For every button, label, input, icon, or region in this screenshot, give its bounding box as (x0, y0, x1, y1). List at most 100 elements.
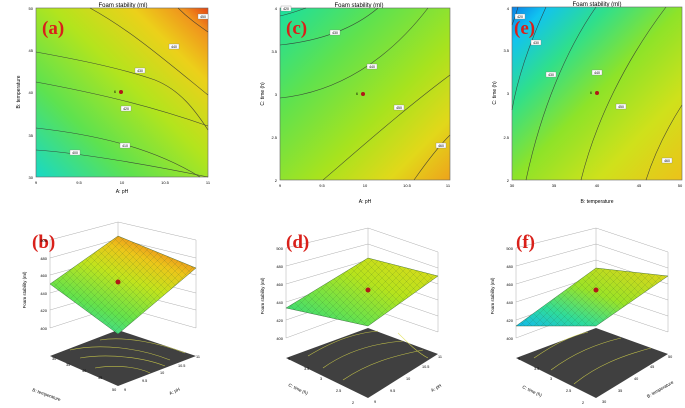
design-point (365, 287, 371, 293)
floor-projection (50, 330, 196, 386)
floor-contour (342, 349, 424, 381)
surface-mesh (516, 268, 668, 326)
design-point (595, 91, 599, 95)
design-point (115, 279, 121, 285)
z-tick-label: 500 (40, 238, 47, 243)
y-tick-label: 3 (507, 91, 510, 96)
z-tick-label: 420 (506, 318, 513, 323)
contour-label: 440 (171, 45, 177, 49)
y-tick-label: 45 (650, 365, 654, 369)
x-axis-label: C: time (h) (522, 384, 544, 398)
panel-label: (a) (42, 18, 64, 39)
x-axis-label: C: time (h) (288, 382, 310, 396)
floor-contour (69, 346, 171, 361)
z-tick-label: 460 (276, 282, 283, 287)
panel-label: (f) (516, 232, 535, 253)
x-tick-label: 9.5 (76, 180, 82, 185)
box-grid (515, 243, 669, 321)
y-tick-label: 35 (29, 133, 34, 138)
contour-label: 420 (517, 15, 523, 19)
y-tick-label: 40 (634, 377, 638, 381)
x-tick-label: 10 (120, 180, 125, 185)
y-tick-label: 35 (618, 389, 622, 393)
contour-line (645, 104, 683, 181)
y-tick-label: 4 (275, 6, 278, 11)
y-tick-label: 9.5 (390, 389, 395, 393)
contour-line (35, 51, 209, 131)
x-axis-label: B: temperature (580, 199, 613, 205)
y-tick-label: 11 (438, 355, 442, 359)
y-axis-label: C: time (h) (492, 81, 498, 105)
z-tick-label: 460 (40, 273, 47, 278)
floor-projection (516, 328, 668, 398)
x-tick-label: 40 (82, 369, 86, 373)
y-tick-label: 3.5 (271, 49, 277, 54)
y-tick-label: 9.5 (142, 379, 147, 383)
x-axis-label: A: pH (359, 199, 372, 205)
x-tick-label: 11 (206, 180, 211, 185)
contour-panel-a: Foam stability (ml) 400 410 420 430 440 … (16, 3, 211, 195)
z-tick-label: 480 (276, 264, 283, 269)
contour-label: 440 (594, 71, 600, 75)
y-tick-label: 10.5 (422, 365, 429, 369)
surface-mesh (50, 236, 196, 334)
floor-projection (286, 328, 438, 398)
x-tick-label: 30 (510, 183, 515, 188)
floor-contour (550, 337, 622, 371)
contour-panel-e: Foam stability (ml) 420 430 430 440 450 … (492, 2, 683, 205)
floor-contour (79, 355, 166, 367)
x-tick-label: 50 (678, 183, 683, 188)
floor-contour (99, 338, 186, 354)
y-tick-label: 50 (668, 355, 672, 359)
y-tick-label: 30 (602, 400, 606, 404)
z-axis-label: Foam stability (ml) (490, 277, 495, 314)
y-tick-label: 2 (275, 178, 278, 183)
y-tick-label: 45 (29, 48, 34, 53)
x-tick-label: 10 (363, 183, 368, 188)
x-tick-label: 11 (446, 183, 451, 188)
contour-line (525, 6, 597, 181)
contour-label: 430 (137, 69, 143, 73)
z-tick-label: 500 (506, 246, 513, 251)
x-tick-label: 30 (52, 357, 56, 361)
y-tick-label: 11 (196, 355, 200, 359)
y-axis-label: A: pH (430, 383, 442, 393)
contour-line (35, 127, 201, 178)
contour-line (413, 134, 451, 181)
chart-title: Foam stability (ml) (572, 2, 621, 8)
contour-label: 450 (396, 106, 402, 110)
y-axis-label: B: temperature (16, 75, 22, 108)
z-tick-label: 440 (40, 291, 47, 296)
chart-title: Foam stability (ml) (334, 3, 383, 9)
x-tick-label: 40 (595, 183, 600, 188)
x-tick-label: 3 (320, 377, 322, 381)
contour-line (580, 6, 667, 181)
y-tick-label: 50 (29, 6, 34, 11)
z-tick-label: 460 (506, 282, 513, 287)
y-tick-label: 10 (406, 377, 410, 381)
floor-contour (94, 366, 151, 374)
y-tick-label: 10.5 (178, 364, 185, 368)
panel-label: (c) (286, 18, 307, 39)
surface-panel-d: (d) 400 420 440 460 480 500 Foam stabili… (260, 227, 442, 405)
contour-line (89, 7, 209, 96)
contour-label: 450 (618, 105, 624, 109)
y-tick-label: 2.5 (503, 135, 509, 140)
floor-contour (533, 331, 589, 359)
contour-panel-c: Foam stability (ml) 420 430 440 450 460 … (260, 3, 451, 205)
x-tick-label: 2 (352, 401, 354, 405)
y-tick-label: 30 (29, 175, 34, 180)
contour-line (35, 149, 209, 178)
design-point-count: 6 (590, 91, 592, 95)
y-tick-label: 2 (507, 178, 510, 183)
x-tick-label: 45 (637, 183, 642, 188)
surface-panel-f: (f) 400 420 440 460 480 500 Foam stabili… (490, 227, 675, 405)
x-tick-label: 3.5 (304, 367, 309, 371)
x-tick-label: 45 (98, 376, 102, 380)
y-axis-label: A: pH (168, 387, 180, 396)
contour-label: 430 (548, 73, 554, 77)
panel-label: (e) (514, 18, 535, 39)
contour-label: 410 (122, 144, 128, 148)
contour-label: 450 (200, 15, 206, 19)
z-tick-label: 400 (40, 326, 47, 331)
